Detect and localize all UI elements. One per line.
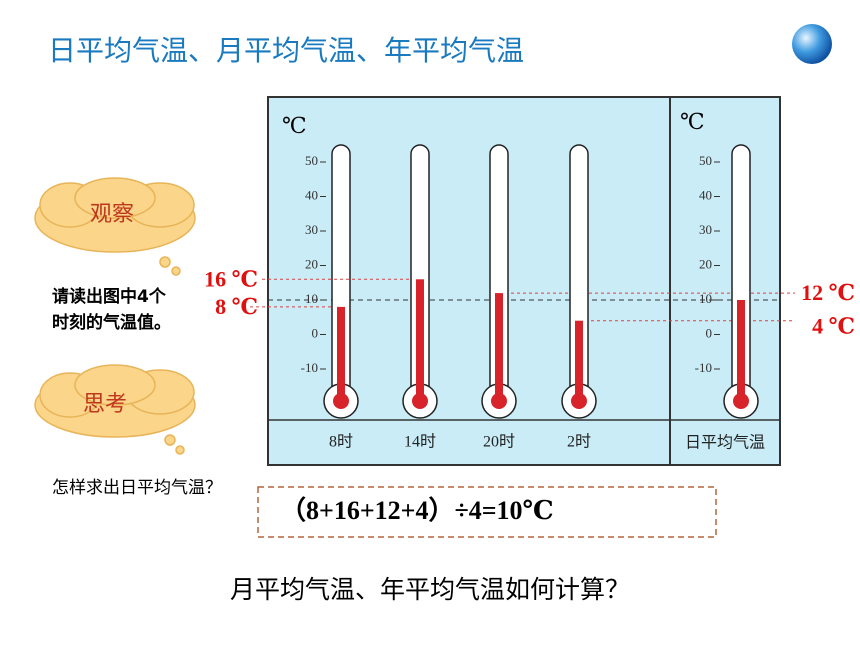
average-name: 日平均气温: [685, 433, 765, 452]
tick-label: -10: [695, 360, 712, 375]
tick-label: 40: [305, 187, 318, 202]
mercury: [337, 306, 345, 401]
reading-label: 8 ℃: [215, 294, 258, 319]
time-label: 20时: [483, 433, 515, 451]
tick-label: 0: [312, 325, 319, 340]
thermometers: 50 40 30 20 10 0 -10 50 40 30 20 10 0 -10 8 ℃ 8时 16 ℃ 14时…: [204, 144, 855, 452]
tick-label: 20: [305, 256, 318, 271]
think-label: 思考: [83, 392, 127, 417]
tick-label: 50: [699, 153, 712, 168]
time-label: 8时: [329, 433, 353, 451]
think-text: 怎样求出日平均气温？: [52, 478, 222, 498]
mercury: [575, 320, 583, 401]
bulb-fill: [333, 393, 349, 409]
reading-label: 4 ℃: [812, 314, 855, 339]
unit: ℃: [680, 109, 705, 134]
tick-label: 30: [699, 222, 712, 237]
unit: ℃: [282, 113, 307, 138]
mercury: [737, 300, 745, 401]
observe-text: 请读出图中4个时刻的气温值。: [52, 287, 171, 333]
think-box: 怎样求出日平均气温？: [52, 478, 222, 498]
tick-label: 10: [699, 291, 712, 306]
title: 日平均气温、月平均气温、年平均气温: [48, 34, 524, 67]
tick-label: 10: [305, 291, 318, 306]
formula: （8+16+12+4）÷4=10℃: [280, 496, 554, 525]
tick-label: 20: [699, 256, 712, 271]
observe-label: 观察: [90, 202, 134, 227]
cloud: [34, 177, 196, 455]
reading-label: 12 ℃: [801, 280, 855, 305]
mercury: [495, 293, 503, 401]
bulb-fill: [733, 393, 749, 409]
bulb-fill: [491, 393, 507, 409]
formula-box: [257, 486, 717, 538]
time-label: 14时: [404, 433, 436, 451]
time-label: 2时: [567, 433, 591, 451]
tick-label: 0: [706, 325, 713, 340]
reading-label: 16 ℃: [204, 266, 258, 291]
tick-label: -10: [301, 360, 318, 375]
question: 月平均气温、年平均气温如何计算？: [230, 575, 630, 604]
tick-label: 50: [305, 153, 318, 168]
observe-box: 请读出图中4个时刻的气温值。: [52, 287, 171, 333]
tick-label: 40: [699, 187, 712, 202]
bulb-fill: [412, 393, 428, 409]
globe-icon: [792, 24, 832, 64]
tick-label: 30: [305, 222, 318, 237]
bulb-fill: [571, 393, 587, 409]
mercury: [416, 279, 424, 401]
